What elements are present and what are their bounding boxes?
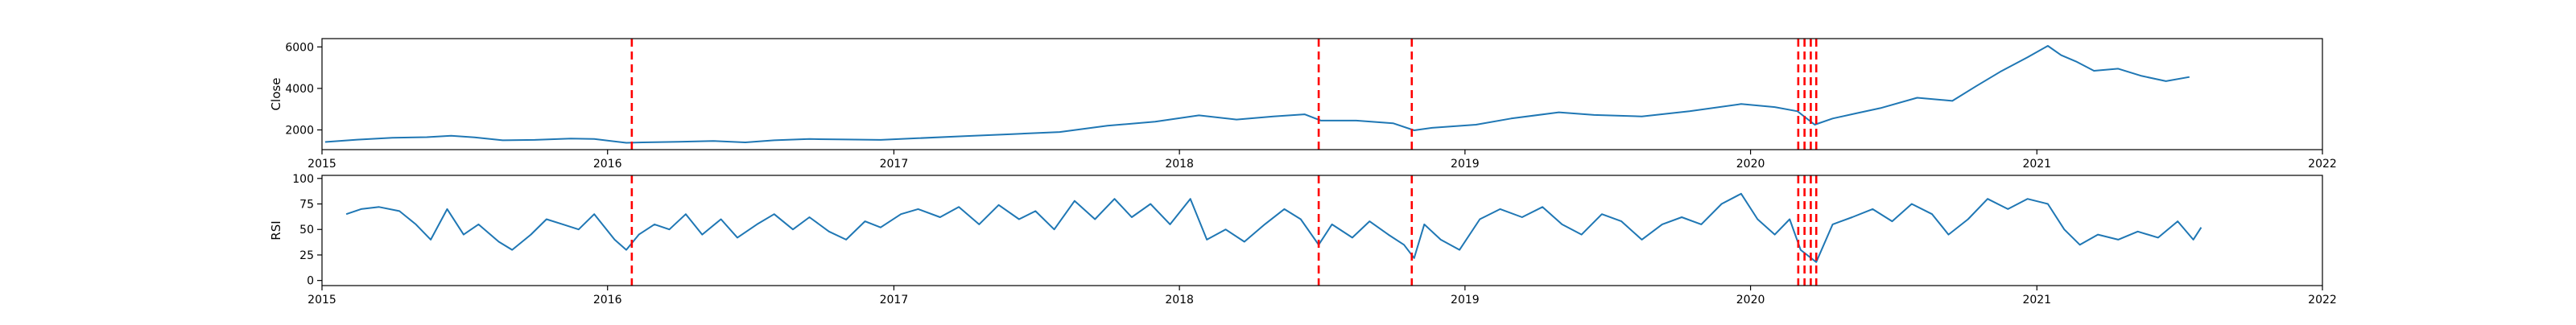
close-x-tick-label-0: 2015: [308, 158, 336, 171]
rsi-x-tick-label-4: 2019: [1451, 294, 1480, 306]
close-y-tick-label-2: 6000: [285, 41, 314, 54]
close-x-tick-label-5: 2020: [1736, 158, 1765, 171]
rsi-y-tick-label-2: 50: [299, 224, 314, 237]
close-price-panel: 2015 2016 2017 2018 2019 2020 2021 2022 2000 4000…: [269, 38, 2337, 171]
rsi-x-tick-label-6: 2021: [2022, 294, 2051, 306]
rsi-panel: 2015 2016 2017 2018 2019 2020 2021 2022 0 25 50 75 1…: [269, 173, 2337, 306]
rsi-y-axis-label: RSI: [269, 220, 283, 240]
rsi-x-tick-label-5: 2020: [1736, 294, 1765, 306]
close-x-tick-label-6: 2021: [2022, 158, 2051, 171]
rsi-y-tick-label-1: 25: [299, 249, 314, 262]
rsi-x-tick-label-2: 2017: [880, 294, 909, 306]
rsi-x-tick-label-7: 2022: [2308, 294, 2337, 306]
close-axes-frame: [321, 38, 2323, 150]
rsi-x-tick-label-0: 2015: [308, 294, 336, 306]
rsi-series-line-0: [345, 192, 2202, 263]
close-x-tick-label-1: 2016: [593, 158, 622, 171]
rsi-y-tick-label-3: 75: [299, 199, 314, 212]
close-x-tick-label-7: 2022: [2308, 158, 2337, 171]
rsi-y-tick-label-0: 0: [307, 275, 314, 288]
close-series-line-0: [324, 45, 2190, 144]
close-y-tick-label-0: 2000: [285, 124, 314, 137]
close-y-axis-label: Close: [269, 78, 283, 111]
close-x-tick-label-2: 2017: [880, 158, 909, 171]
rsi-y-tick-label-4: 100: [292, 173, 314, 186]
rsi-x-tick-label-3: 2018: [1165, 294, 1194, 306]
close-y-tick-label-1: 4000: [285, 83, 314, 96]
rsi-axes-frame: [321, 175, 2323, 286]
rsi-x-tick-label-1: 2016: [593, 294, 622, 306]
close-x-tick-label-3: 2018: [1165, 158, 1194, 171]
close-x-tick-label-4: 2019: [1451, 158, 1480, 171]
